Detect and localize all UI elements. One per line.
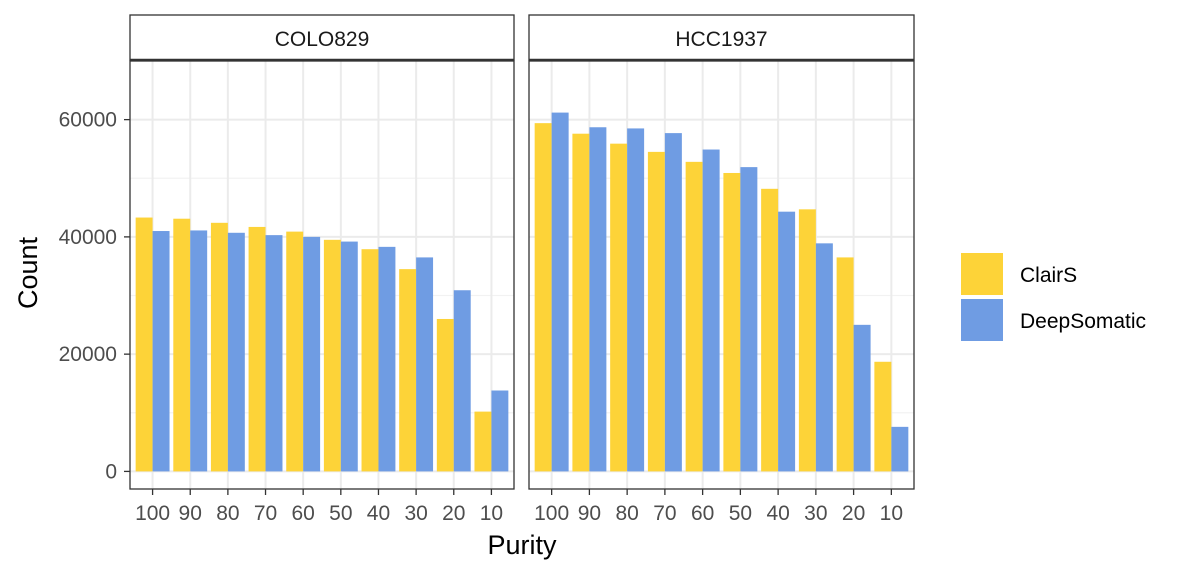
bar-clairs-30 — [798, 209, 816, 472]
bar-deepsomatic-90 — [589, 127, 607, 472]
bar-deepsomatic-30 — [815, 243, 833, 472]
x-tick-label: 100 — [534, 502, 569, 525]
bar-deepsomatic-70 — [664, 133, 682, 472]
facet-strip — [129, 14, 515, 61]
bar-deepsomatic-30 — [416, 257, 434, 472]
x-tick-label: 60 — [291, 502, 314, 525]
x-tick-label: 60 — [691, 502, 714, 525]
y-axis-title: Count — [13, 236, 43, 309]
bar-clairs-40 — [361, 249, 379, 472]
x-tick-label: 30 — [404, 502, 427, 525]
bar-clairs-10 — [874, 361, 892, 472]
bar-clairs-100 — [534, 123, 552, 472]
bar-deepsomatic-10 — [891, 426, 909, 472]
x-tick-label: 10 — [480, 502, 503, 525]
bar-clairs-50 — [323, 239, 341, 472]
bar-clairs-60 — [286, 231, 304, 472]
x-axis-title: Purity — [487, 530, 557, 560]
bar-deepsomatic-50 — [340, 241, 358, 472]
x-tick-label: 40 — [367, 502, 390, 525]
bar-clairs-30 — [399, 269, 417, 472]
bar-clairs-50 — [723, 172, 741, 472]
bar-clairs-80 — [610, 143, 628, 472]
bar-clairs-60 — [685, 161, 703, 472]
x-tick-label: 20 — [842, 502, 865, 525]
facet-panel-hcc1937: HCC1937 — [528, 14, 915, 490]
bar-clairs-70 — [248, 226, 266, 472]
bar-deepsomatic-40 — [378, 246, 396, 472]
legend-label-deepsomatic: DeepSomatic — [1020, 310, 1146, 333]
x-tick-label: 50 — [729, 502, 752, 525]
facet-panel-colo829: COLO829 — [129, 14, 515, 490]
bar-deepsomatic-20 — [853, 324, 871, 472]
facet-label-hcc1937: HCC1937 — [675, 28, 767, 51]
x-axis-hcc1937: 100 90 80 70 60 50 40 30 20 10 — [534, 489, 903, 525]
bar-deepsomatic-100 — [152, 231, 170, 472]
y-tick-label: 40000 — [59, 226, 117, 249]
y-tick-label: 60000 — [59, 109, 117, 132]
bar-deepsomatic-40 — [778, 211, 796, 472]
bar-deepsomatic-20 — [453, 290, 471, 472]
bar-deepsomatic-50 — [740, 167, 758, 472]
x-tick-label: 70 — [254, 502, 277, 525]
bar-clairs-70 — [647, 151, 665, 472]
bar-deepsomatic-80 — [227, 232, 245, 472]
bar-clairs-100 — [135, 217, 153, 472]
facet-strip — [528, 14, 915, 61]
bar-clairs-80 — [210, 222, 228, 472]
y-tick-label: 0 — [105, 460, 117, 483]
bar-deepsomatic-60 — [702, 149, 720, 472]
legend: ClairS DeepSomatic — [961, 253, 1146, 341]
legend-label-clairs: ClairS — [1020, 264, 1077, 287]
facet-panels: COLO829 HCC1937 — [129, 14, 915, 490]
x-tick-label: 100 — [135, 502, 170, 525]
x-tick-label: 90 — [179, 502, 202, 525]
bar-clairs-90 — [173, 218, 191, 472]
x-tick-label: 40 — [766, 502, 789, 525]
bar-clairs-20 — [436, 318, 454, 472]
bar-deepsomatic-60 — [303, 236, 321, 472]
y-axis: 0 20000 40000 60000 — [59, 109, 130, 483]
legend-key-clairs — [961, 253, 1003, 295]
x-tick-label: 90 — [578, 502, 601, 525]
x-tick-label: 70 — [653, 502, 676, 525]
bar-clairs-90 — [572, 133, 590, 472]
bar-deepsomatic-80 — [627, 128, 645, 472]
x-tick-label: 50 — [329, 502, 352, 525]
x-axis-colo829: 100 90 80 70 60 50 40 30 20 10 — [135, 489, 503, 525]
bar-deepsomatic-10 — [491, 390, 509, 472]
bar-clairs-40 — [761, 188, 779, 472]
bar-deepsomatic-70 — [265, 235, 283, 472]
x-axes: 100 90 80 70 60 50 40 30 20 10 100 90 80 70 60 50 40 30 20… — [135, 489, 903, 525]
x-tick-label: 80 — [216, 502, 239, 525]
y-tick-label: 20000 — [59, 343, 117, 366]
bar-clairs-20 — [836, 257, 854, 472]
x-tick-label: 30 — [804, 502, 827, 525]
x-tick-label: 20 — [442, 502, 465, 525]
x-tick-label: 10 — [880, 502, 903, 525]
x-tick-label: 80 — [615, 502, 638, 525]
legend-key-deepsomatic — [961, 299, 1003, 341]
bar-clairs-10 — [474, 411, 492, 472]
bar-deepsomatic-100 — [551, 112, 569, 472]
facet-label-colo829: COLO829 — [275, 28, 370, 51]
bar-deepsomatic-90 — [190, 230, 208, 472]
